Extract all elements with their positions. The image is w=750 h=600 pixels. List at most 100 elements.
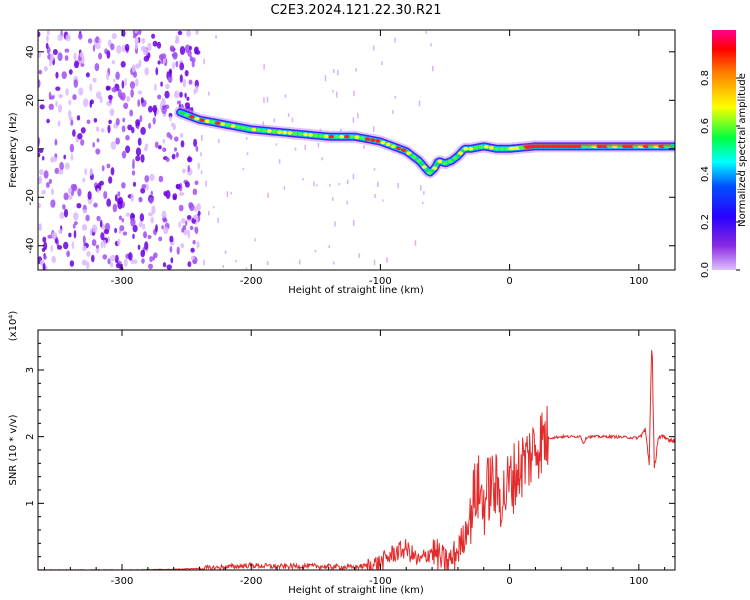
noise-blob bbox=[184, 70, 189, 77]
noise-blob bbox=[125, 135, 130, 141]
noise-blob bbox=[151, 205, 156, 215]
noise-blob bbox=[143, 48, 149, 56]
ridge-peak bbox=[489, 146, 494, 150]
noise-blob bbox=[108, 176, 113, 184]
noise-blob bbox=[83, 98, 89, 108]
noise-blob bbox=[130, 259, 135, 264]
noise-dot bbox=[213, 206, 215, 209]
noise-blob bbox=[123, 102, 129, 110]
noise-blob bbox=[50, 53, 54, 62]
noise-blob bbox=[135, 119, 141, 127]
noise-blob bbox=[111, 60, 116, 65]
noise-dot bbox=[333, 69, 335, 73]
y-tick-label: -20 bbox=[25, 189, 36, 205]
noise-blob bbox=[192, 188, 198, 196]
noise-blob bbox=[158, 54, 164, 61]
noise-dot bbox=[373, 168, 376, 171]
noise-blob bbox=[67, 187, 72, 194]
noise-blob bbox=[180, 218, 186, 224]
spectral-ridge bbox=[174, 106, 675, 179]
noise-blob bbox=[134, 37, 139, 45]
noise-blob bbox=[157, 60, 161, 65]
noise-dot bbox=[235, 260, 237, 263]
noise-dot bbox=[423, 191, 425, 195]
noise-dot bbox=[267, 192, 269, 198]
noise-blob bbox=[106, 85, 110, 91]
noise-blob bbox=[106, 198, 112, 207]
noise-blob bbox=[77, 133, 83, 140]
noise-blob bbox=[131, 214, 135, 219]
snr-frame bbox=[37, 329, 676, 571]
noise-dot bbox=[373, 126, 375, 132]
noise-blob bbox=[193, 88, 196, 95]
snr-multiplier: (x10⁴) bbox=[8, 311, 19, 342]
noise-blob bbox=[130, 217, 136, 227]
ridge-peak bbox=[303, 132, 308, 137]
noise-blob bbox=[195, 145, 199, 152]
noise-blob bbox=[144, 175, 150, 183]
noise-blob bbox=[38, 152, 41, 158]
noise-blob bbox=[162, 138, 166, 144]
noise-blob bbox=[63, 154, 66, 160]
noise-blob bbox=[70, 153, 74, 161]
noise-blob bbox=[98, 52, 103, 60]
noise-blob bbox=[87, 191, 92, 200]
noise-dot bbox=[224, 250, 227, 255]
noise-blob bbox=[89, 100, 93, 108]
noise-blob bbox=[155, 67, 159, 76]
noise-blob bbox=[96, 138, 100, 143]
noise-blob bbox=[121, 80, 125, 89]
colorbar-label: Normalized spectral amplitude bbox=[737, 73, 748, 227]
snr-series-line bbox=[38, 350, 675, 570]
ridge-peak bbox=[297, 132, 303, 136]
noise-dot bbox=[346, 200, 348, 205]
noise-blob bbox=[130, 193, 134, 203]
noise-blob bbox=[182, 78, 187, 88]
noise-blob bbox=[77, 188, 82, 197]
noise-dot bbox=[222, 265, 224, 268]
ridge-peak bbox=[411, 155, 417, 159]
noise-blob bbox=[168, 112, 173, 118]
noise-blob bbox=[43, 170, 49, 179]
ridge-peak bbox=[318, 134, 324, 138]
noise-blob bbox=[186, 96, 190, 101]
noise-blob bbox=[38, 137, 41, 145]
noise-blob bbox=[163, 191, 168, 197]
noise-blob bbox=[42, 263, 46, 270]
noise-dot bbox=[355, 68, 357, 72]
noise-blob bbox=[179, 91, 183, 98]
x-tick-label: -100 bbox=[369, 276, 392, 287]
noise-dot bbox=[203, 259, 205, 266]
noise-blob bbox=[174, 136, 179, 142]
ridge-peak bbox=[184, 113, 190, 117]
noise-blob bbox=[172, 51, 178, 60]
noise-blob bbox=[121, 44, 126, 53]
noise-blob bbox=[137, 99, 141, 107]
noise-dot bbox=[422, 201, 424, 205]
noise-blob bbox=[115, 137, 120, 145]
noise-blob bbox=[115, 263, 122, 269]
noise-dot bbox=[313, 181, 315, 187]
ridge-peak bbox=[447, 159, 453, 164]
noise-dot bbox=[321, 157, 323, 161]
noise-dot bbox=[333, 261, 335, 265]
noise-blob bbox=[107, 124, 111, 134]
noise-blob bbox=[125, 212, 131, 217]
noise-blob bbox=[138, 221, 143, 228]
noise-blob bbox=[89, 228, 93, 236]
ridge-peak bbox=[308, 133, 314, 137]
noise-blob bbox=[122, 231, 128, 236]
y-tick-label: -40 bbox=[25, 238, 36, 254]
noise-dot bbox=[226, 191, 229, 198]
noise-dot bbox=[334, 221, 336, 227]
noise-blob bbox=[67, 110, 72, 118]
noise-blob bbox=[135, 63, 140, 69]
ridge-peak bbox=[199, 118, 205, 122]
noise-dot bbox=[266, 261, 269, 266]
x-tick-label: 100 bbox=[629, 576, 648, 587]
noise-dot bbox=[363, 145, 365, 149]
noise-blob bbox=[118, 215, 122, 221]
y-tick-label: 2 bbox=[25, 433, 36, 439]
noise-blob bbox=[147, 42, 152, 52]
